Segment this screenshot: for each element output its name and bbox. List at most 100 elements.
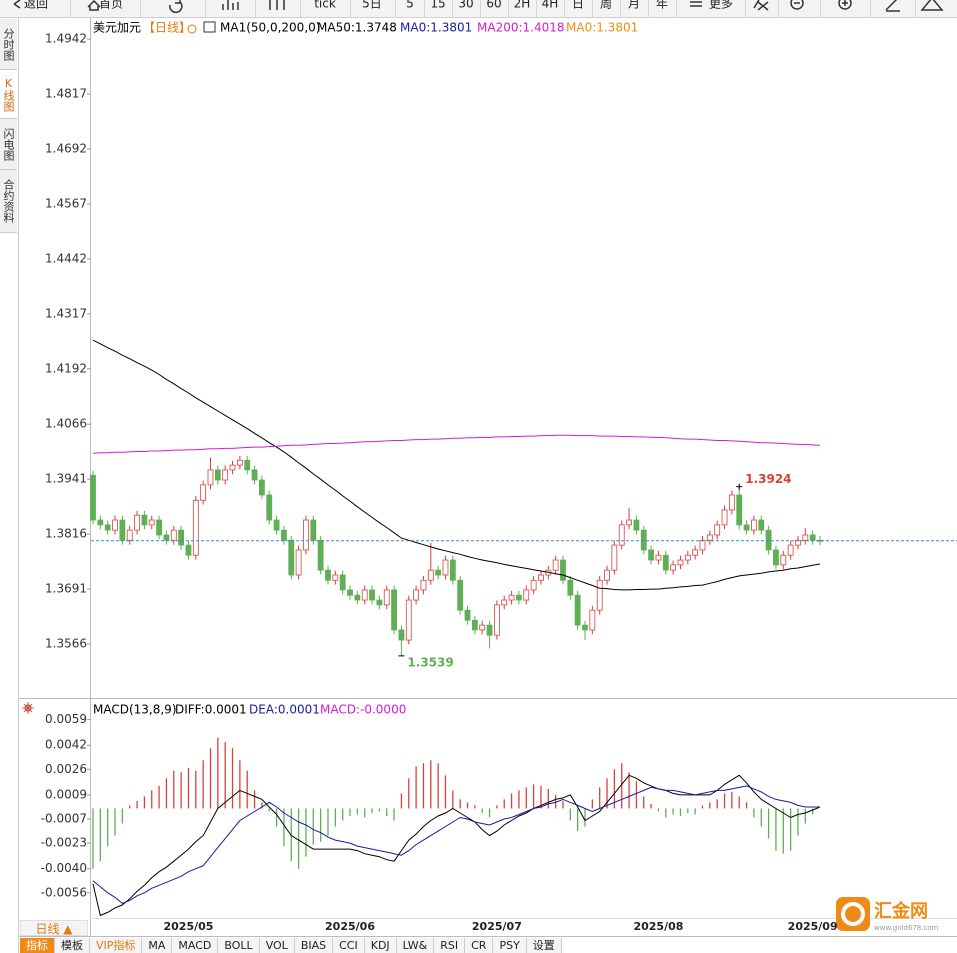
toolbar-button[interactable]: tick: [314, 0, 336, 11]
max-label: 1.3924: [745, 472, 791, 486]
indicator-tab[interactable]: PSY: [493, 938, 527, 953]
zoom-out-icon: [790, 0, 804, 10]
candle-body: [464, 609, 471, 621]
candle-body: [516, 594, 522, 601]
candle-body: [758, 519, 765, 531]
y-tick-label: 1.4567: [45, 196, 87, 210]
candle-body: [677, 559, 684, 566]
toolbar-button[interactable]: 月: [628, 0, 640, 11]
candle-body: [596, 579, 603, 611]
toolbar-button[interactable]: 日: [572, 0, 584, 11]
toolbar-button[interactable]: 首页: [99, 0, 123, 11]
y-tick-label: 1.3691: [45, 582, 87, 596]
candle-body: [266, 494, 273, 521]
candle-body: [582, 624, 588, 631]
x-tick-label: 2025/07: [472, 920, 522, 933]
macd-line: [92, 774, 821, 917]
candle-body: [501, 599, 508, 606]
candle-body: [552, 559, 559, 571]
indicator-tab[interactable]: 设置: [526, 938, 562, 953]
shape-icon: [920, 0, 944, 11]
max-marker: [736, 483, 743, 490]
toolbar-button[interactable]: 更多: [709, 0, 733, 11]
candle-body: [317, 539, 324, 571]
indicator-tab[interactable]: KDJ: [364, 938, 397, 953]
candle-body: [112, 519, 118, 531]
candle-body: [538, 574, 544, 581]
toolbar-button[interactable]: 5日: [362, 0, 382, 11]
home-icon: [87, 0, 101, 11]
indicator-tab[interactable]: VOL: [259, 938, 295, 953]
candle-body: [655, 554, 662, 561]
candle-body: [178, 529, 185, 546]
toolbar-button[interactable]: 2H: [514, 0, 531, 11]
candle-body: [457, 579, 464, 611]
period-button[interactable]: 日线 ▲: [20, 920, 88, 936]
candle-body: [435, 569, 442, 576]
indicator-tab[interactable]: BOLL: [218, 938, 260, 953]
candle-body: [376, 599, 383, 606]
y-tick-label: 1.4066: [45, 417, 87, 431]
side-tab[interactable]: 合约资料: [0, 170, 17, 233]
candle-body: [633, 519, 640, 531]
toolbar-button[interactable]: 5: [406, 0, 414, 11]
toolbar-button[interactable]: 30: [458, 0, 473, 11]
candle-body: [354, 594, 361, 601]
side-tab[interactable]: K线图: [0, 70, 17, 119]
candle-body: [560, 559, 566, 581]
side-tab[interactable]: 闪电图: [0, 119, 17, 170]
indicator-tab[interactable]: MACD: [172, 938, 219, 953]
candle-body: [281, 529, 287, 541]
indicator-tab[interactable]: RSI: [434, 938, 466, 953]
candle-body: [420, 579, 427, 591]
candle-body: [471, 619, 478, 631]
y-tick-label: 1.3816: [45, 527, 87, 541]
logo-icon: [836, 897, 870, 931]
indicator-tab[interactable]: BIAS: [294, 938, 334, 953]
toolbar-button[interactable]: 4H: [542, 0, 559, 11]
candle-body: [743, 524, 750, 531]
side-tab[interactable]: 分时图: [0, 19, 17, 70]
candle-body: [398, 629, 405, 641]
y-tick-label: 1.3941: [45, 472, 87, 486]
candle-body: [258, 479, 265, 496]
candle-body: [493, 604, 500, 636]
candle-body: [809, 534, 816, 541]
toolbar-button[interactable]: 年: [656, 0, 668, 11]
candle-body: [104, 524, 111, 531]
indicator-tab[interactable]: MA: [142, 938, 173, 953]
indicator-tabs: 指标 模板 VIP指标 MA MACD BOLL VOL BIAS CCI KDJ LW& RSI CR…: [20, 938, 562, 953]
candle-body: [721, 509, 728, 526]
logo-name: 汇金网: [874, 900, 928, 922]
indicator-tab[interactable]: CR: [465, 938, 494, 953]
legend-entry: DIFF:0.0001: [175, 703, 247, 717]
candle-body: [626, 519, 632, 526]
indicator-tab[interactable]: CCI: [333, 938, 365, 953]
toolbar-button[interactable]: 周: [600, 0, 612, 11]
candle-body: [765, 529, 772, 551]
toolbar-button[interactable]: 返回: [24, 0, 48, 11]
candle-body: [692, 549, 699, 556]
candle-body: [222, 469, 229, 481]
candle-body: [185, 544, 192, 556]
indicator-tab[interactable]: VIP指标: [90, 938, 143, 953]
indicator-tab[interactable]: 模板: [55, 938, 90, 953]
legend-entry: DEA:0.0001: [249, 703, 320, 717]
toolbar-button[interactable]: 60: [486, 0, 501, 11]
instrument-title: 美元加元: [93, 21, 141, 35]
toolbar-button[interactable]: 15: [430, 0, 445, 11]
indicator-tab[interactable]: 指标: [20, 938, 55, 953]
add-icon[interactable]: [187, 24, 197, 34]
candle-body: [523, 589, 530, 601]
legend-entry: MACD(13,8,9): [93, 703, 177, 717]
candle-body: [449, 559, 456, 581]
y-tick-label: 0.0059: [45, 712, 87, 726]
candle-body: [567, 579, 574, 596]
candle-body: [662, 554, 669, 571]
candle-body: [618, 524, 625, 546]
candle-body: [773, 549, 779, 566]
zoom-in-icon: [838, 0, 852, 10]
indicator-tab[interactable]: LW&: [396, 938, 435, 953]
y-tick-label: -0.0056: [41, 885, 87, 899]
macd-settings-icon[interactable]: [22, 702, 34, 714]
